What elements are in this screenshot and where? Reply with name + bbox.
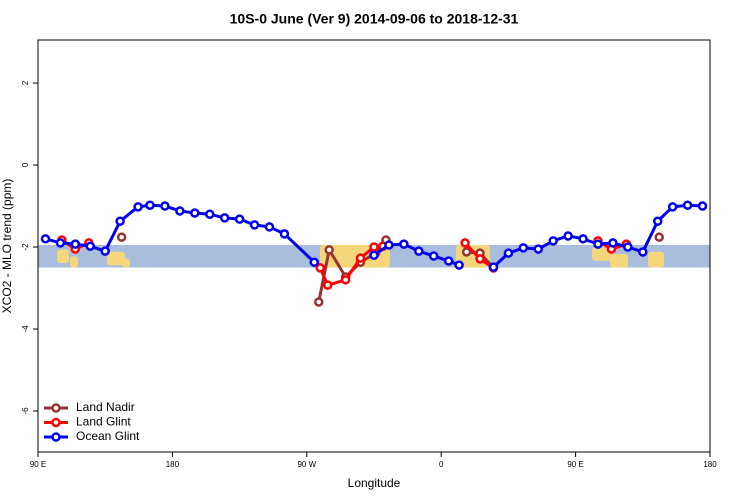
legend-label: Ocean Glint [76, 429, 140, 443]
land-patch [70, 256, 78, 268]
data-point [652, 216, 663, 226]
x-axis-label: Longitude [348, 476, 401, 490]
land-patch [57, 249, 69, 264]
data-point [654, 232, 664, 242]
data-point [234, 214, 245, 224]
data-point [204, 209, 215, 219]
data-point [697, 201, 708, 211]
data-point [667, 202, 678, 212]
y-tick-label: -2 [21, 243, 30, 251]
data-point [340, 275, 351, 285]
data-point [399, 239, 409, 249]
data-point [608, 238, 618, 248]
x-tick-label: 90 W [297, 460, 316, 469]
data-point [115, 216, 125, 226]
y-tick-label: -4 [21, 325, 30, 333]
x-tick-label: 90 E [30, 460, 46, 469]
data-point [70, 239, 81, 249]
data-point [454, 260, 464, 270]
x-tick-label: 180 [703, 460, 717, 469]
y-tick-label: 0 [21, 162, 30, 167]
y-tick-label: -6 [21, 407, 30, 415]
data-point [55, 238, 66, 248]
land-patch [610, 253, 628, 268]
data-point [682, 200, 693, 210]
legend-label: Land Nadir [76, 400, 135, 414]
data-point [355, 253, 366, 263]
data-point [313, 297, 324, 307]
data-point [279, 229, 290, 239]
chart-title: 10S-0 June (Ver 9) 2014-09-06 to 2018-12… [230, 11, 519, 27]
data-point [315, 263, 325, 273]
legend-label: Land Glint [76, 415, 131, 429]
x-tick-label: 90 E [567, 460, 583, 469]
land-patch [648, 251, 664, 268]
data-point [518, 243, 529, 253]
legend-marker [51, 403, 61, 413]
data-point [116, 232, 127, 242]
data-point [145, 200, 155, 210]
data-point [593, 239, 603, 249]
data-point [384, 240, 394, 250]
legend-marker [51, 417, 61, 428]
data-point [623, 242, 633, 252]
legend-marker [51, 432, 61, 442]
data-point [503, 248, 514, 258]
data-point [322, 280, 333, 290]
data-point [133, 202, 143, 212]
data-point [578, 234, 588, 244]
data-point [100, 246, 110, 256]
data-point [460, 238, 470, 248]
data-point [40, 234, 51, 244]
data-point [190, 208, 200, 218]
data-point [488, 262, 499, 272]
y-tick-label: 2 [21, 80, 30, 85]
data-point [475, 254, 485, 264]
data-point [324, 245, 334, 255]
data-point [461, 247, 472, 257]
data-point [428, 251, 439, 261]
data-point [638, 247, 648, 257]
data-point [85, 241, 96, 251]
data-point [219, 213, 230, 223]
data-point [369, 250, 379, 260]
land-patch [122, 258, 130, 268]
y-axis-label: XCO2 - MLO trend (ppm) [0, 179, 14, 314]
data-point [369, 242, 379, 252]
data-point [414, 246, 424, 256]
x-tick-label: 180 [166, 460, 180, 469]
x-tick-label: 0 [439, 460, 444, 469]
data-point [563, 231, 573, 241]
plot-frame [37, 39, 711, 453]
data-point [548, 236, 558, 246]
data-point [175, 206, 185, 216]
land-patch [107, 251, 125, 266]
data-point [264, 222, 275, 232]
data-point [533, 244, 544, 254]
data-point [249, 220, 260, 230]
data-point [443, 256, 454, 266]
data-point [309, 257, 320, 267]
data-point [160, 201, 170, 211]
